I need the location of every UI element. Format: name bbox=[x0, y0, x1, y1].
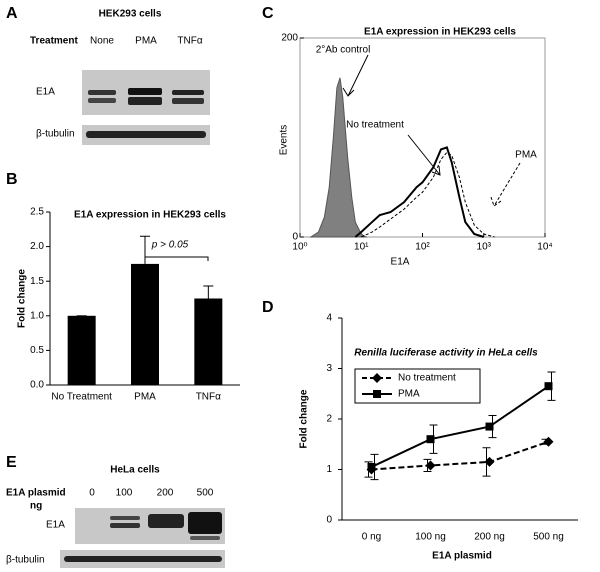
band-label: E1A bbox=[46, 520, 65, 531]
x-tick-label: 0 ng bbox=[362, 532, 381, 543]
marker bbox=[372, 373, 382, 383]
annotation-arrows bbox=[342, 54, 521, 207]
marker bbox=[543, 436, 554, 447]
series-line bbox=[371, 385, 550, 468]
y-tick-label: 2.0 bbox=[30, 241, 44, 252]
band-label: E1A bbox=[36, 87, 55, 98]
blot-title: HeLa cells bbox=[110, 465, 160, 476]
histogram-curve bbox=[354, 146, 485, 238]
curve-label: PMA bbox=[515, 150, 537, 161]
lane-label: PMA bbox=[135, 36, 157, 47]
histogram-curve bbox=[361, 151, 495, 238]
x-tick-label: 200 ng bbox=[474, 532, 505, 543]
lane-label: TNFα bbox=[177, 36, 202, 47]
x-tick-label: 10⁴ bbox=[537, 242, 552, 253]
blot-image bbox=[82, 70, 210, 145]
bar bbox=[131, 263, 159, 385]
row-header: ng bbox=[30, 501, 42, 512]
bar bbox=[194, 298, 223, 385]
curve-label: No treatment bbox=[346, 120, 404, 131]
y-tick-label: 200 bbox=[281, 33, 298, 44]
chart-title: E1A expression in HEK293 cells bbox=[364, 27, 516, 38]
x-tick-label: TNFα bbox=[196, 392, 221, 403]
y-tick-label: 0 bbox=[326, 515, 332, 526]
legend-label: No treatment bbox=[398, 373, 456, 384]
panel-label: A bbox=[6, 5, 18, 22]
y-axis-label: Fold change bbox=[17, 269, 28, 328]
x-tick-label: 10³ bbox=[477, 242, 492, 253]
significance-bracket bbox=[144, 256, 209, 261]
legend-label: PMA bbox=[398, 389, 420, 400]
x-axis-label: E1A bbox=[391, 257, 410, 268]
lane-label: None bbox=[90, 36, 114, 47]
lane-label: 200 bbox=[157, 488, 174, 499]
marker bbox=[544, 382, 553, 391]
y-tick-label: 3 bbox=[326, 363, 332, 374]
y-tick-label: 2 bbox=[326, 414, 332, 425]
blot-image bbox=[60, 508, 225, 568]
x-axis-label: E1A plasmid bbox=[432, 551, 492, 562]
histogram-curve bbox=[309, 77, 368, 238]
curve-label: 2°Ab control bbox=[316, 45, 371, 56]
x-tick-label: 10² bbox=[415, 242, 430, 253]
lane-label: 100 bbox=[116, 488, 133, 499]
lane-label: 0 bbox=[89, 488, 95, 499]
marker bbox=[425, 460, 436, 471]
lane-label: 500 bbox=[197, 488, 214, 499]
x-tick-label: 10⁰ bbox=[292, 242, 307, 253]
y-tick-label: 2.5 bbox=[30, 207, 44, 218]
y-axis-label: Fold change bbox=[299, 389, 310, 448]
chart-title: Renilla luciferase activity in HeLa cell… bbox=[354, 348, 538, 359]
band-label: β-tubulin bbox=[6, 555, 45, 566]
x-tick-label: PMA bbox=[134, 392, 156, 403]
series-line bbox=[371, 440, 549, 471]
marker bbox=[485, 422, 494, 431]
y-tick-label: 0 bbox=[292, 232, 298, 243]
x-tick-label: 100 ng bbox=[415, 532, 446, 543]
chart-title: E1A expression in HEK293 cells bbox=[74, 210, 226, 221]
y-tick-label: 1 bbox=[326, 464, 332, 475]
panel-label: B bbox=[6, 171, 18, 188]
marker bbox=[373, 390, 381, 398]
y-tick-label: 0.0 bbox=[30, 380, 44, 391]
panel-label: D bbox=[262, 299, 274, 316]
y-tick-label: 0.5 bbox=[30, 345, 44, 356]
y-tick-label: 1.5 bbox=[30, 276, 44, 287]
error-bar bbox=[203, 285, 214, 299]
marker bbox=[484, 456, 495, 467]
panel-label: C bbox=[262, 5, 274, 22]
x-tick-label: 500 ng bbox=[533, 532, 564, 543]
row-header: Treatment bbox=[30, 36, 78, 47]
x-tick-label: No Treatment bbox=[51, 392, 112, 403]
y-tick-label: 1.0 bbox=[30, 310, 44, 321]
y-tick-label: 4 bbox=[326, 313, 332, 324]
marker bbox=[367, 462, 376, 471]
band-label: β-tubulin bbox=[36, 129, 75, 140]
bar bbox=[67, 315, 96, 385]
error-bar bbox=[140, 235, 150, 264]
x-tick-label: 10¹ bbox=[354, 242, 369, 253]
row-header: E1A plasmid bbox=[6, 488, 66, 499]
y-axis-label: Events bbox=[279, 125, 290, 156]
annotation: p > 0.05 bbox=[151, 240, 189, 251]
marker bbox=[426, 435, 435, 444]
blot-title: HEK293 cells bbox=[99, 9, 162, 20]
panel-label: E bbox=[6, 454, 17, 471]
